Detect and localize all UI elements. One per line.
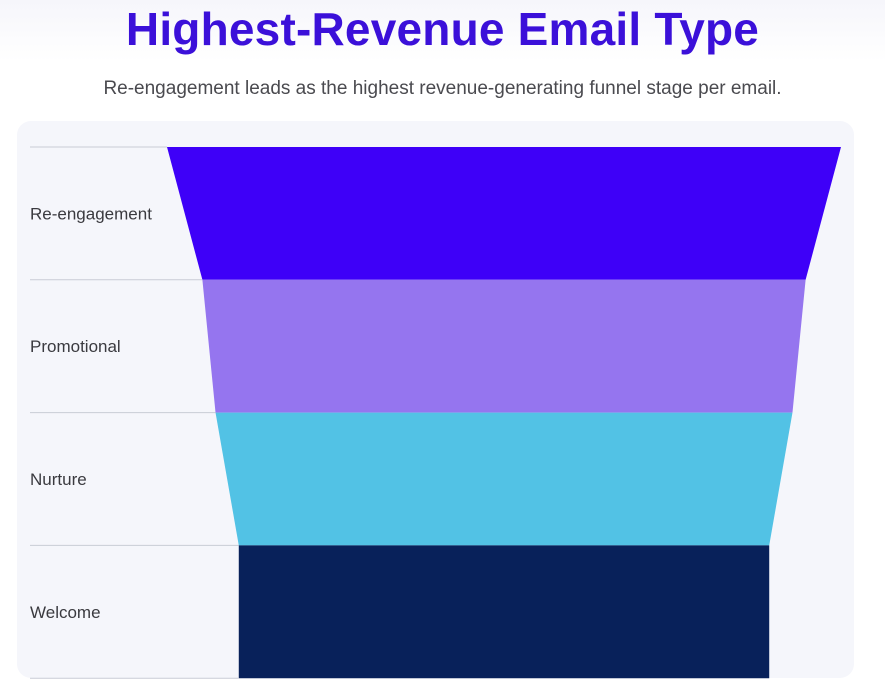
funnel-stage-welcome[interactable] bbox=[238, 545, 770, 679]
funnel-stage-re-engagement[interactable] bbox=[167, 147, 841, 280]
stage-label-promotional: Promotional bbox=[30, 337, 121, 356]
stage-label-welcome: Welcome bbox=[30, 603, 101, 622]
stage-label-nurture: Nurture bbox=[30, 470, 87, 489]
funnel-stage-nurture[interactable] bbox=[215, 412, 793, 546]
header-band bbox=[0, 0, 885, 62]
chart-title: Highest-Revenue Email Type bbox=[125, 3, 760, 55]
funnel-stage-promotional[interactable] bbox=[202, 279, 806, 413]
chart-subtitle: Re-engagement leads as the highest reven… bbox=[103, 78, 782, 99]
stage-label-re-engagement: Re-engagement bbox=[30, 204, 152, 223]
